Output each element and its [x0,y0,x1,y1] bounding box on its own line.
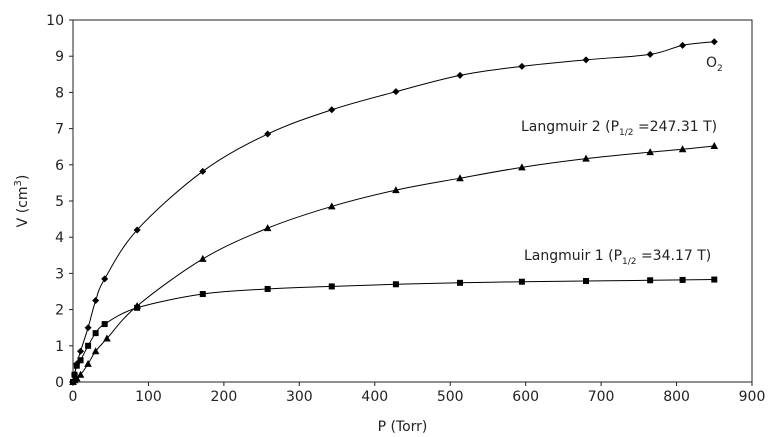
x-tick-label: 0 [69,389,78,405]
data-point-triangle [582,154,590,162]
x-tick-label: 400 [361,389,388,405]
data-point-square [73,362,80,369]
x-axis-label: P (Torr) [378,419,428,435]
data-point-square [583,278,590,285]
y-tick-label: 9 [55,49,64,65]
x-tick-label: 100 [135,389,162,405]
plot-frame [72,19,753,383]
data-point-diamond [199,167,207,175]
data-point-diamond [456,71,464,79]
data-point-triangle [103,334,111,342]
data-point-triangle [327,202,336,210]
series-markers [69,38,719,386]
data-point-diamond [101,275,109,283]
data-point-triangle [678,145,687,153]
y-tick-label: 5 [55,194,64,210]
data-point-triangle [392,186,400,194]
data-point-diamond [392,88,400,96]
data-point-square [101,321,108,328]
data-point-square [518,278,525,285]
y-tick-label: 0 [55,375,64,391]
x-tick-label: 600 [512,389,539,405]
data-point-diamond [679,41,687,49]
y-axis-label: V (cm3) [13,175,31,228]
y-tick-label: 1 [55,339,64,355]
data-point-triangle [710,141,719,149]
data-point-diamond [646,50,654,58]
data-point-triangle [91,347,100,355]
data-point-diamond [77,347,85,355]
data-point-diamond [133,226,141,234]
data-point-square [679,276,686,283]
data-point-diamond [582,56,590,64]
data-point-triangle [198,254,207,262]
data-point-diamond [710,38,718,46]
data-point-square [92,330,99,337]
axes: 0 100 200 300 400 500 600 700 800 900 0 1 2 3 4 5 6 7 8 9 10… [13,13,765,435]
y-tick-label: 8 [55,85,64,101]
data-point-triangle [84,359,92,367]
data-point-square [328,283,335,290]
data-point-square [70,379,76,385]
x-tick-label: 500 [437,389,464,405]
series-label-0: O2 [706,55,723,74]
data-point-square [199,291,206,298]
data-point-diamond [84,324,92,332]
data-point-square [647,277,654,284]
series-label-2: Langmuir 1 (P1/2 =34.17 T) [524,248,711,267]
data-point-square [392,281,399,288]
series-label-1: Langmuir 2 (P1/2 =247.31 T) [521,119,717,138]
data-point-square [457,279,464,286]
series-line-2 [72,279,715,383]
data-point-triangle [456,174,464,182]
data-point-triangle [76,370,85,378]
y-tick-label: 7 [55,122,64,138]
data-point-diamond [264,130,272,138]
series-labels: O2 Langmuir 2 (P1/2 =247.31 T) Langmuir 1 … [521,55,723,267]
x-tick-label: 200 [211,389,238,405]
data-point-triangle [263,224,272,232]
data-point-square [85,342,92,349]
data-point-diamond [518,62,526,70]
data-point-triangle [518,163,526,171]
data-point-square [134,304,141,311]
data-point-diamond [92,297,100,305]
y-tick-label: 4 [55,230,64,246]
y-tick-label: 3 [55,266,64,282]
y-tick-label: 10 [46,13,64,29]
data-point-square [264,285,271,292]
x-tick-label: 700 [588,389,615,405]
data-point-square [71,371,78,378]
data-point-diamond [328,106,336,114]
x-tick-label: 900 [739,389,766,405]
x-tick-label: 300 [286,389,313,405]
y-tick-label: 2 [55,303,64,319]
x-tick-label: 800 [663,389,690,405]
data-point-square [77,357,84,364]
data-point-square [711,276,718,283]
data-point-triangle [646,148,654,156]
y-tick-label: 6 [55,158,64,174]
